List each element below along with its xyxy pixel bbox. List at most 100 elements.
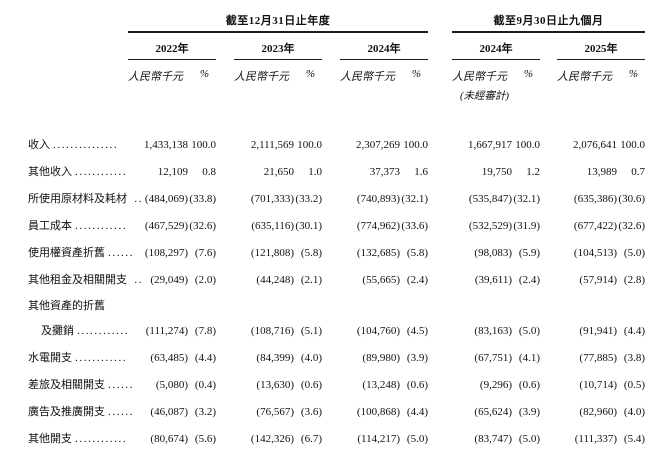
amount-cell: 37,373: [369, 166, 400, 178]
percent-cell: 100.0: [297, 139, 322, 151]
column-gap: [428, 213, 452, 240]
amount-cell: (44,248): [256, 274, 294, 286]
amount-cell: (76,567): [256, 406, 294, 418]
percent-cell: (3.9): [518, 406, 540, 418]
percent-cell: (33.2): [295, 193, 322, 205]
percent-cell: (0.6): [518, 379, 540, 391]
amount-cell: 19,750: [481, 166, 512, 178]
dot-leader: ...............: [53, 139, 119, 151]
column-gap: [216, 240, 234, 267]
dot-leader: [105, 300, 108, 312]
amount-cell: 2,111,569: [250, 139, 294, 151]
amount-cell: (142,326): [250, 433, 294, 445]
column-gap: [216, 132, 234, 159]
column-gap: [428, 345, 452, 372]
table-row: 使用權資產折舊...... (108,297) (7.6) (121,808) (5.…: [28, 240, 645, 267]
percent-cell: (32.6): [189, 220, 216, 232]
dot-leader: ..: [130, 193, 144, 205]
column-gap: [540, 240, 557, 267]
percent-cell: (30.6): [618, 193, 645, 205]
unaudited-note: (未經審計): [460, 91, 509, 102]
column-gap: [428, 267, 452, 294]
column-gap: [216, 318, 234, 345]
financial-table: 截至12月31日止年度 截至9月30日止九個月 2022年 2023年 2024…: [28, 12, 645, 453]
percent-cell: (6.7): [300, 433, 322, 445]
column-gap: [540, 159, 557, 186]
table-row: 其他收入............ 12,109 0.8 21,650 1.0 37,37…: [28, 159, 645, 186]
column-gap: [216, 213, 234, 240]
amount-cell: (104,760): [356, 325, 400, 337]
percent-cell: 0.8: [202, 166, 216, 178]
amount-cell: (5,080): [155, 379, 188, 391]
row-label-text: 其他開支: [28, 433, 72, 445]
year-header-2022: 2022年: [128, 33, 216, 60]
amount-cell: (532,529): [468, 220, 512, 232]
percent-cell: (2.4): [406, 274, 428, 286]
column-gap: [322, 213, 340, 240]
table-row: 員工成本............ (467,529) (32.6) (635,116…: [28, 213, 645, 240]
amount-cell: (114,217): [357, 433, 400, 445]
column-gap: [540, 318, 557, 345]
unaudited-note-row: (未經審計): [28, 84, 645, 103]
percent-cell: (0.4): [194, 379, 216, 391]
amount-cell: 1,433,138: [144, 139, 188, 151]
column-gap: [322, 372, 340, 399]
amount-cell: (108,716): [250, 325, 294, 337]
dot-leader: ............: [75, 433, 128, 445]
percent-cell: (32.1): [401, 193, 428, 205]
amount-cell: (774,962): [356, 220, 400, 232]
amount-cell: (98,083): [474, 247, 512, 259]
percent-cell: 100.0: [403, 139, 428, 151]
percent-cell: (5.8): [300, 247, 322, 259]
year-header-2024: 2024年: [340, 33, 428, 60]
column-gap: [322, 186, 340, 213]
unit-label: 人民幣千元: [340, 71, 395, 83]
amount-cell: (46,087): [150, 406, 188, 418]
row-label: 使用權資產折舊......: [28, 240, 133, 267]
financial-statement-page: 截至12月31日止年度 截至9月30日止九個月 2022年 2023年 2024…: [28, 15, 645, 445]
amount-cell: (635,386): [573, 193, 617, 205]
amount-cell: (132,685): [356, 247, 400, 259]
amount-cell: (740,893): [356, 193, 400, 205]
percent-cell: 1.6: [414, 166, 428, 178]
amount-cell: (13,630): [256, 379, 294, 391]
percent-cell: 100.0: [515, 139, 540, 151]
dot-leader: ............: [75, 220, 128, 232]
row-label-text: 水電開支: [28, 352, 72, 364]
column-gap: [322, 240, 340, 267]
table-row: 其他開支............ (80,674) (5.6) (142,326) (…: [28, 426, 645, 453]
amount-cell: 2,307,269: [356, 139, 400, 151]
amount-cell: 13,989: [586, 166, 617, 178]
percent-cell: (3.9): [406, 352, 428, 364]
column-gap: [216, 372, 234, 399]
row-label: 差旅及相關開支......: [28, 372, 133, 399]
amount-cell: (80,674): [150, 433, 188, 445]
percent-cell: (7.6): [194, 247, 216, 259]
percent-cell: (4.0): [623, 406, 645, 418]
column-gap: [216, 186, 234, 213]
percent-label: %: [523, 68, 533, 80]
amount-cell: (63,485): [150, 352, 188, 364]
column-gap: [216, 345, 234, 372]
unit-header-row: 人民幣千元 % 人民幣千元 % 人民幣千元 % 人民幣千元 % 人民幣千元 %: [28, 60, 645, 84]
amount-cell: (39,611): [474, 274, 512, 286]
dot-leader: ..: [130, 274, 144, 286]
amount-cell: (10,714): [579, 379, 617, 391]
percent-cell: (2.0): [194, 274, 216, 286]
row-label: 其他收入............: [28, 159, 128, 186]
percent-cell: 0.7: [631, 166, 645, 178]
period-group-header-row: 截至12月31日止年度 截至9月30日止九個月: [28, 12, 645, 33]
column-gap: [540, 132, 557, 159]
table-row: 所使用原材料及耗材 .. (484,069) (33.8) (701,333) (33…: [28, 186, 645, 213]
percent-cell: (5.9): [518, 247, 540, 259]
amount-cell: (535,847): [468, 193, 512, 205]
amount-cell: (701,333): [250, 193, 294, 205]
amount-cell: (57,914): [579, 274, 617, 286]
percent-label: %: [411, 68, 421, 80]
percent-cell: (2.4): [518, 274, 540, 286]
amount-cell: (65,624): [474, 406, 512, 418]
percent-cell: (33.6): [401, 220, 428, 232]
percent-cell: (0.6): [300, 379, 322, 391]
column-gap: [540, 267, 557, 294]
year-header-9m-2024: 2024年: [452, 33, 540, 60]
